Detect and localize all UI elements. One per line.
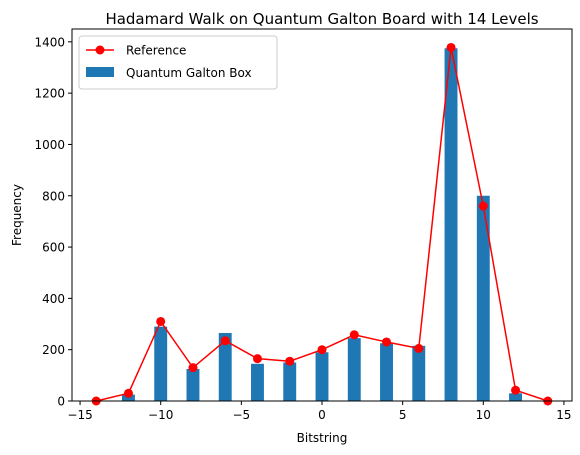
reference-point <box>382 337 391 346</box>
y-tick-label: 0 <box>57 395 65 409</box>
x-tick-label: 15 <box>556 408 571 422</box>
reference-point <box>511 386 520 395</box>
reference-point <box>156 317 165 326</box>
bar <box>187 369 200 401</box>
bar <box>251 364 264 401</box>
x-axis-label: Bitstring <box>297 431 348 445</box>
legend-line-label: Reference <box>126 44 186 58</box>
y-tick-label: 1000 <box>34 138 65 152</box>
bar <box>380 343 393 401</box>
x-tick-label: −10 <box>148 408 173 422</box>
reference-point <box>447 43 456 52</box>
bar <box>283 363 296 401</box>
bar <box>477 196 490 401</box>
legend-bar-swatch <box>86 67 114 77</box>
x-tick-label: 0 <box>318 408 326 422</box>
y-tick-label: 1400 <box>34 35 65 49</box>
y-axis-ticks: 0 200 400 600 800 1000 1200 1400 <box>34 35 72 408</box>
reference-point <box>221 336 230 345</box>
y-axis-label: Frequency <box>10 184 24 246</box>
reference-point <box>318 345 327 354</box>
legend: Reference Quantum Galton Box <box>79 36 277 89</box>
y-tick-label: 600 <box>42 241 65 255</box>
bar <box>316 352 329 401</box>
bar <box>412 346 425 401</box>
reference-point <box>253 354 262 363</box>
y-tick-label: 1200 <box>34 87 65 101</box>
reference-point <box>414 344 423 353</box>
reference-point <box>285 357 294 366</box>
reference-point <box>479 202 488 211</box>
bar <box>154 327 167 401</box>
x-axis-ticks: −15 −10 −5 0 5 10 15 <box>67 401 571 422</box>
y-tick-label: 800 <box>42 189 65 203</box>
y-tick-label: 400 <box>42 292 65 306</box>
reference-point <box>350 330 359 339</box>
x-tick-label: −5 <box>233 408 251 422</box>
bar <box>445 48 458 401</box>
reference-point <box>188 363 197 372</box>
bar <box>348 338 361 401</box>
x-tick-label: 5 <box>399 408 407 422</box>
reference-point <box>124 389 133 398</box>
x-tick-label: 10 <box>476 408 491 422</box>
y-tick-label: 200 <box>42 343 65 357</box>
legend-bar-label: Quantum Galton Box <box>126 66 252 80</box>
chart-title: Hadamard Walk on Quantum Galton Board wi… <box>105 10 538 28</box>
x-tick-label: −15 <box>67 408 92 422</box>
legend-line-marker <box>96 46 105 55</box>
